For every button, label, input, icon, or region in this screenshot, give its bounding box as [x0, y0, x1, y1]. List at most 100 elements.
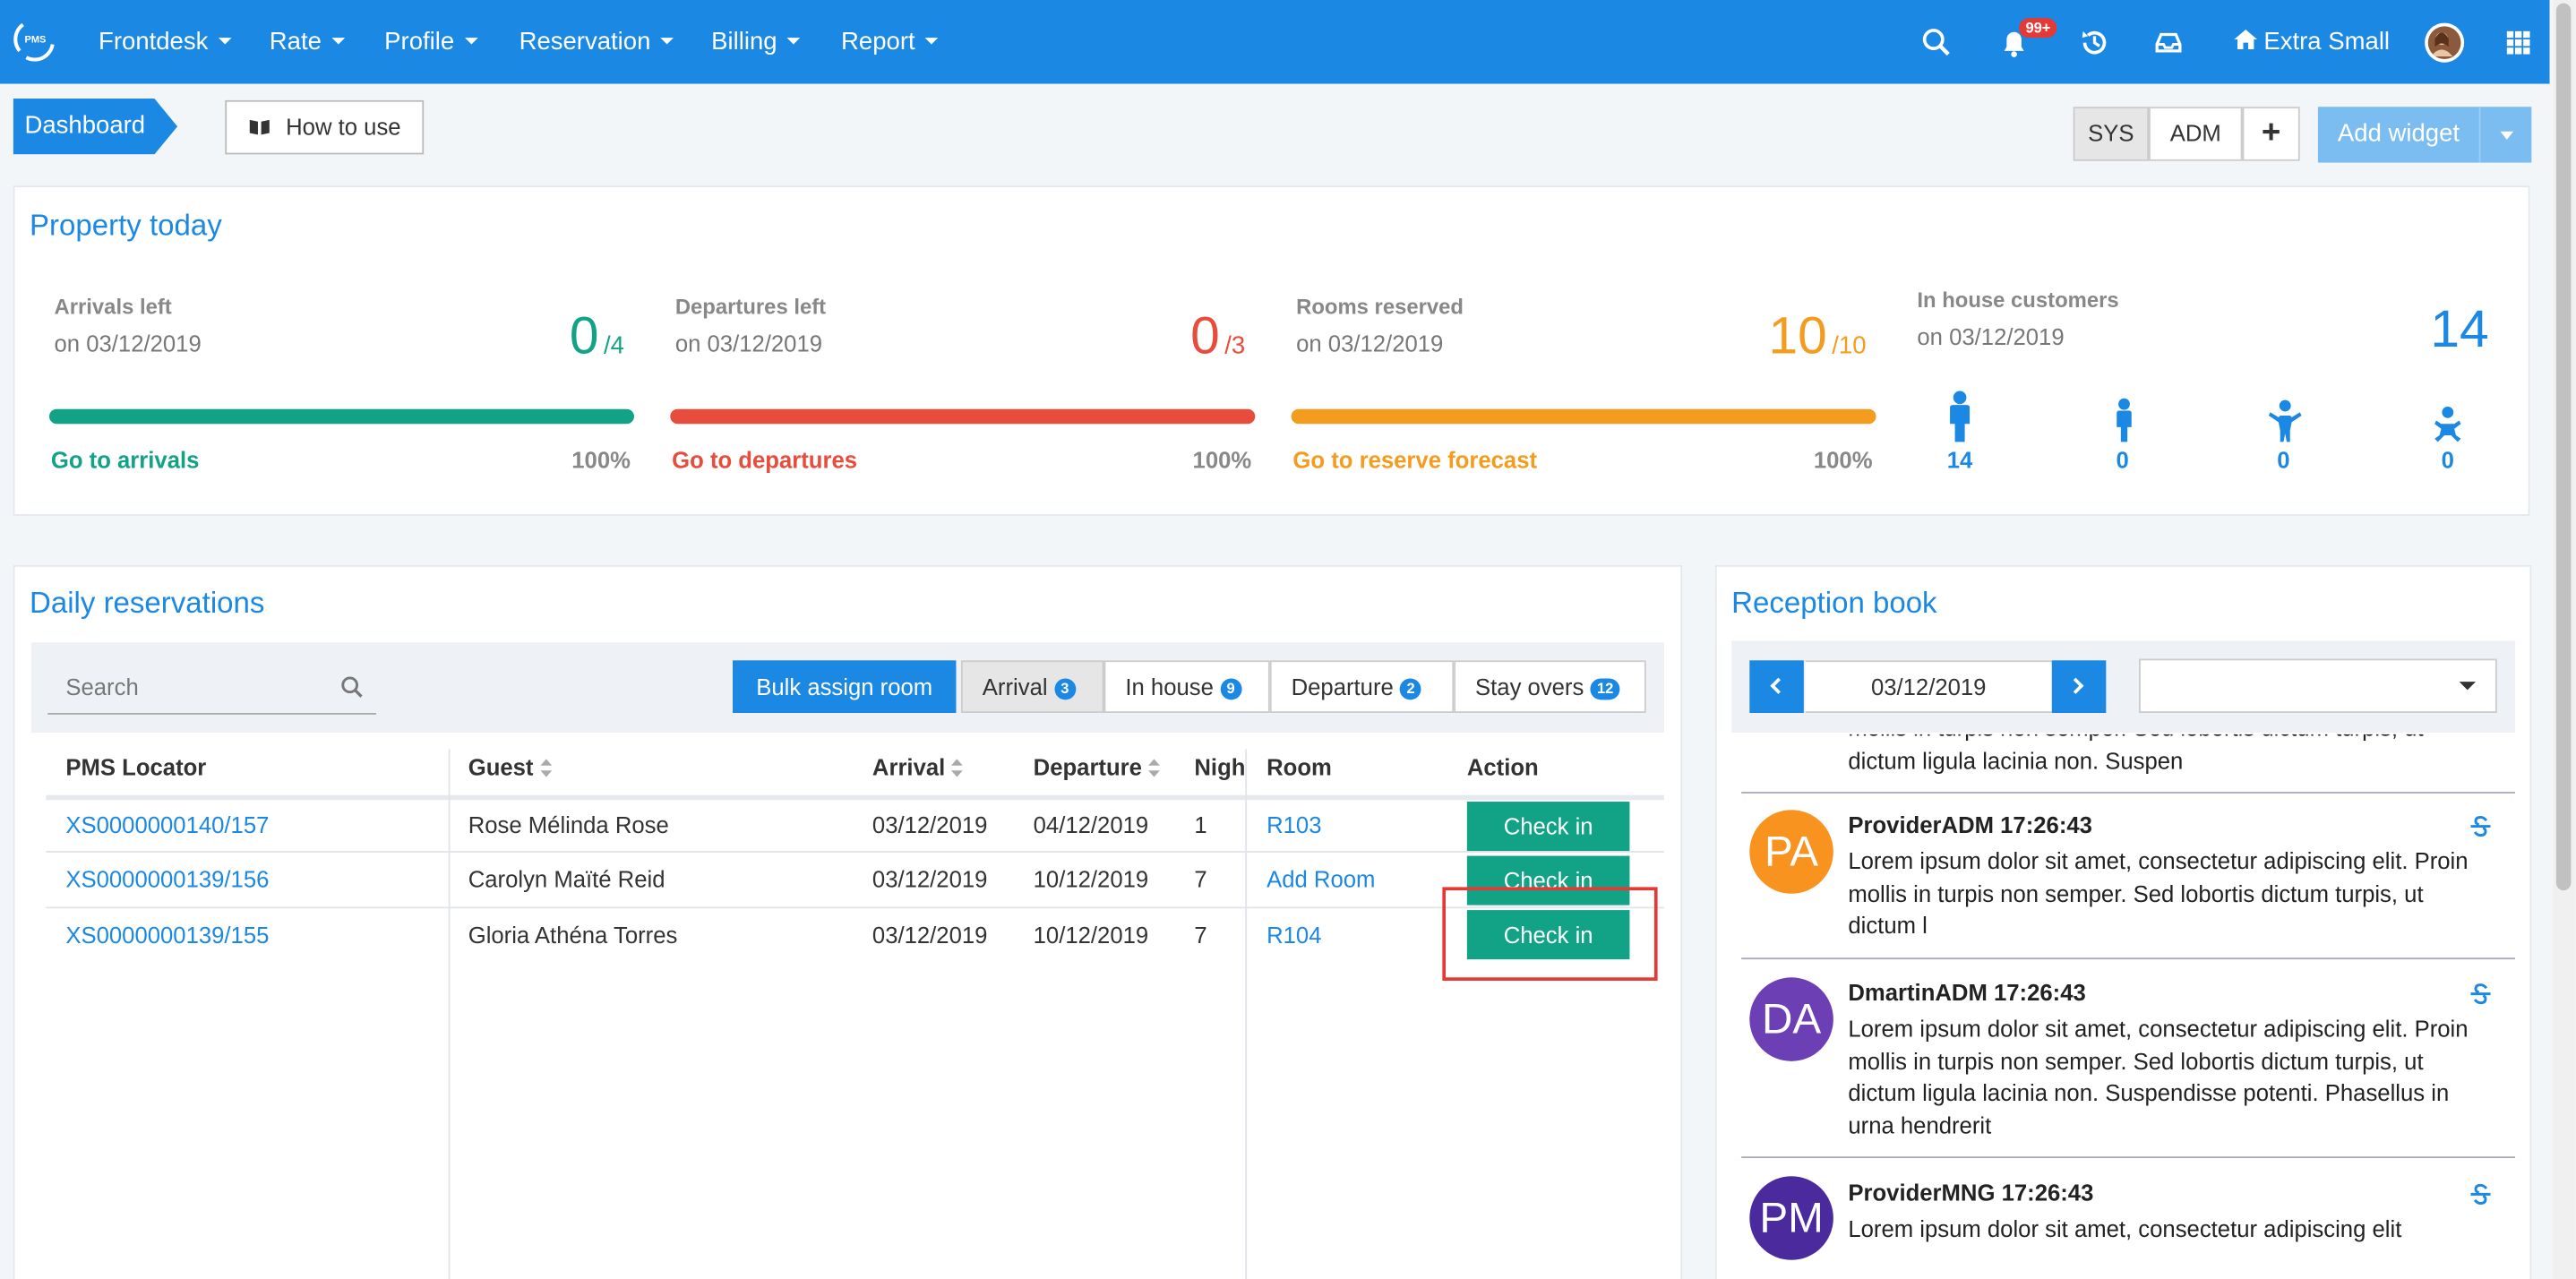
chevron-down-icon [786, 38, 801, 45]
row-divider [46, 851, 1664, 853]
daily-reservations-title: Daily reservations [30, 586, 265, 620]
teen-count: 0 [2116, 446, 2129, 474]
how-to-use-button[interactable]: How to use [225, 99, 425, 155]
sys-button[interactable]: SYS [2073, 107, 2150, 161]
sort-icon [951, 759, 964, 777]
arrivals-progress-track [49, 408, 634, 425]
reception-date-field[interactable]: 03/12/2019 [1805, 660, 2052, 713]
property-today-title: Property today [30, 208, 222, 242]
col-departure[interactable]: Departure [1034, 754, 1161, 780]
go-to-arrivals-link[interactable]: Go to arrivals [50, 446, 200, 474]
in-house-date: on 03/12/2019 [1917, 323, 2065, 350]
avatar: PM [1749, 1176, 1833, 1260]
arrival-count-badge: 3 [1053, 678, 1076, 700]
tab-stay-overs[interactable]: Stay overs 12 [1454, 660, 1646, 713]
arrivals-date: on 03/12/2019 [54, 330, 202, 356]
page-scrollbar[interactable] [2553, 0, 2576, 1279]
book-icon [249, 119, 270, 135]
guest-name: Carolyn Maïté Reid [468, 865, 665, 892]
teen-icon [2117, 398, 2132, 442]
nav-report[interactable]: Report [841, 28, 939, 56]
message-divider [1741, 1156, 2516, 1159]
next-day-button[interactable] [2051, 660, 2107, 713]
departures-progress-track [670, 408, 1256, 425]
nav-reservation[interactable]: Reservation [519, 28, 674, 56]
departure-count-badge: 2 [1400, 678, 1422, 700]
bell-icon[interactable] [1997, 26, 2031, 59]
arrival-date: 03/12/2019 [872, 865, 988, 892]
nav-frontdesk[interactable]: Frontdesk [99, 28, 232, 56]
col-action: Action [1466, 753, 1539, 781]
col-guest[interactable]: Guest [468, 754, 552, 780]
rooms-progress-track [1291, 408, 1876, 425]
col-arrival[interactable]: Arrival [872, 754, 964, 780]
search-input[interactable]: Search [47, 658, 377, 715]
add-widget-dropdown[interactable] [2478, 107, 2532, 163]
prev-day-button[interactable] [1749, 660, 1804, 713]
search-icon [341, 676, 363, 698]
nav-billing[interactable]: Billing [711, 28, 801, 56]
child-icon [2268, 399, 2302, 442]
message-text: Lorem ipsum dolor sit amet, consectetur … [1848, 847, 2469, 939]
bulk-assign-room-button[interactable]: Bulk assign room [733, 660, 957, 713]
add-button[interactable]: + [2242, 107, 2300, 161]
guest-name: Rose Mélinda Rose [468, 811, 669, 838]
nights: 7 [1194, 865, 1207, 892]
strikethrough-icon[interactable] [2469, 1183, 2493, 1206]
departures-percent: 100% [1192, 446, 1252, 474]
pms-logo[interactable]: PMS [10, 15, 59, 64]
locator-link[interactable]: XS0000000139/155 [65, 921, 270, 949]
adm-button[interactable]: ADM [2149, 107, 2243, 161]
chevron-right-icon [2067, 677, 2084, 694]
check-in-button[interactable]: Check in [1466, 855, 1630, 906]
search-icon[interactable] [1920, 26, 1953, 59]
message-divider [1741, 792, 2516, 794]
apps-grid-icon[interactable] [2502, 26, 2535, 59]
nav-profile[interactable]: Profile [384, 28, 477, 56]
history-icon[interactable] [2078, 26, 2111, 59]
in-house-count-badge: 9 [1220, 678, 1242, 700]
col-room[interactable]: Room [1267, 753, 1332, 781]
go-to-reserve-forecast-link[interactable]: Go to reserve forecast [1292, 446, 1538, 474]
col-pms-locator[interactable]: PMS Locator [65, 753, 207, 781]
svg-text:PMS: PMS [25, 35, 47, 46]
check-in-button[interactable]: Check in [1466, 910, 1630, 960]
nav-rate[interactable]: Rate [270, 28, 345, 56]
chevron-down-icon [218, 38, 232, 45]
scrollbar-thumb[interactable] [2555, 3, 2572, 891]
chevron-down-icon [2459, 682, 2476, 691]
header-divider [46, 794, 1664, 801]
arrival-date: 03/12/2019 [872, 811, 988, 838]
arrivals-count: 0/4 [569, 305, 624, 365]
rooms-reserved-count: 10/10 [1768, 305, 1867, 365]
message-author: ProviderADM 17:26:43 [1848, 811, 2092, 838]
room-link[interactable]: R104 [1267, 921, 1322, 949]
tab-arrival[interactable]: Arrival 3 [960, 660, 1104, 713]
strikethrough-icon[interactable] [2469, 815, 2493, 838]
check-in-button[interactable]: Check in [1466, 802, 1630, 852]
highlight-box [1442, 887, 1658, 981]
add-widget-button[interactable]: Add widget [2317, 107, 2532, 163]
reception-filter-select[interactable] [2138, 658, 2497, 713]
col-nights[interactable]: Nigh [1194, 753, 1246, 781]
child-count: 0 [2277, 446, 2290, 474]
tab-departure[interactable]: Departure 2 [1269, 660, 1455, 713]
go-to-departures-link[interactable]: Go to departures [672, 446, 858, 474]
breadcrumb-dashboard[interactable]: Dashboard [13, 99, 178, 155]
arrival-date: 03/12/2019 [872, 921, 988, 949]
inbox-icon[interactable] [2152, 26, 2185, 59]
reception-messages-list[interactable]: mollis in turpis non semper. Sed loborti… [1731, 734, 2516, 1279]
strikethrough-icon[interactable] [2469, 983, 2493, 1006]
locator-link[interactable]: XS0000000140/157 [65, 811, 270, 838]
add-room-link[interactable]: Add Room [1267, 865, 1376, 892]
property-selector[interactable]: Extra Small [2233, 28, 2390, 56]
tab-in-house[interactable]: In house 9 [1103, 660, 1270, 713]
in-house-count: 14 [2430, 298, 2489, 358]
rooms-percent: 100% [1813, 446, 1873, 474]
chevron-down-icon [331, 38, 345, 45]
locator-link[interactable]: XS0000000139/156 [65, 865, 270, 892]
guest-name: Gloria Athéna Torres [468, 921, 678, 949]
departures-progress-bar [670, 408, 1256, 425]
room-link[interactable]: R103 [1267, 811, 1322, 838]
user-avatar[interactable] [2425, 22, 2465, 63]
